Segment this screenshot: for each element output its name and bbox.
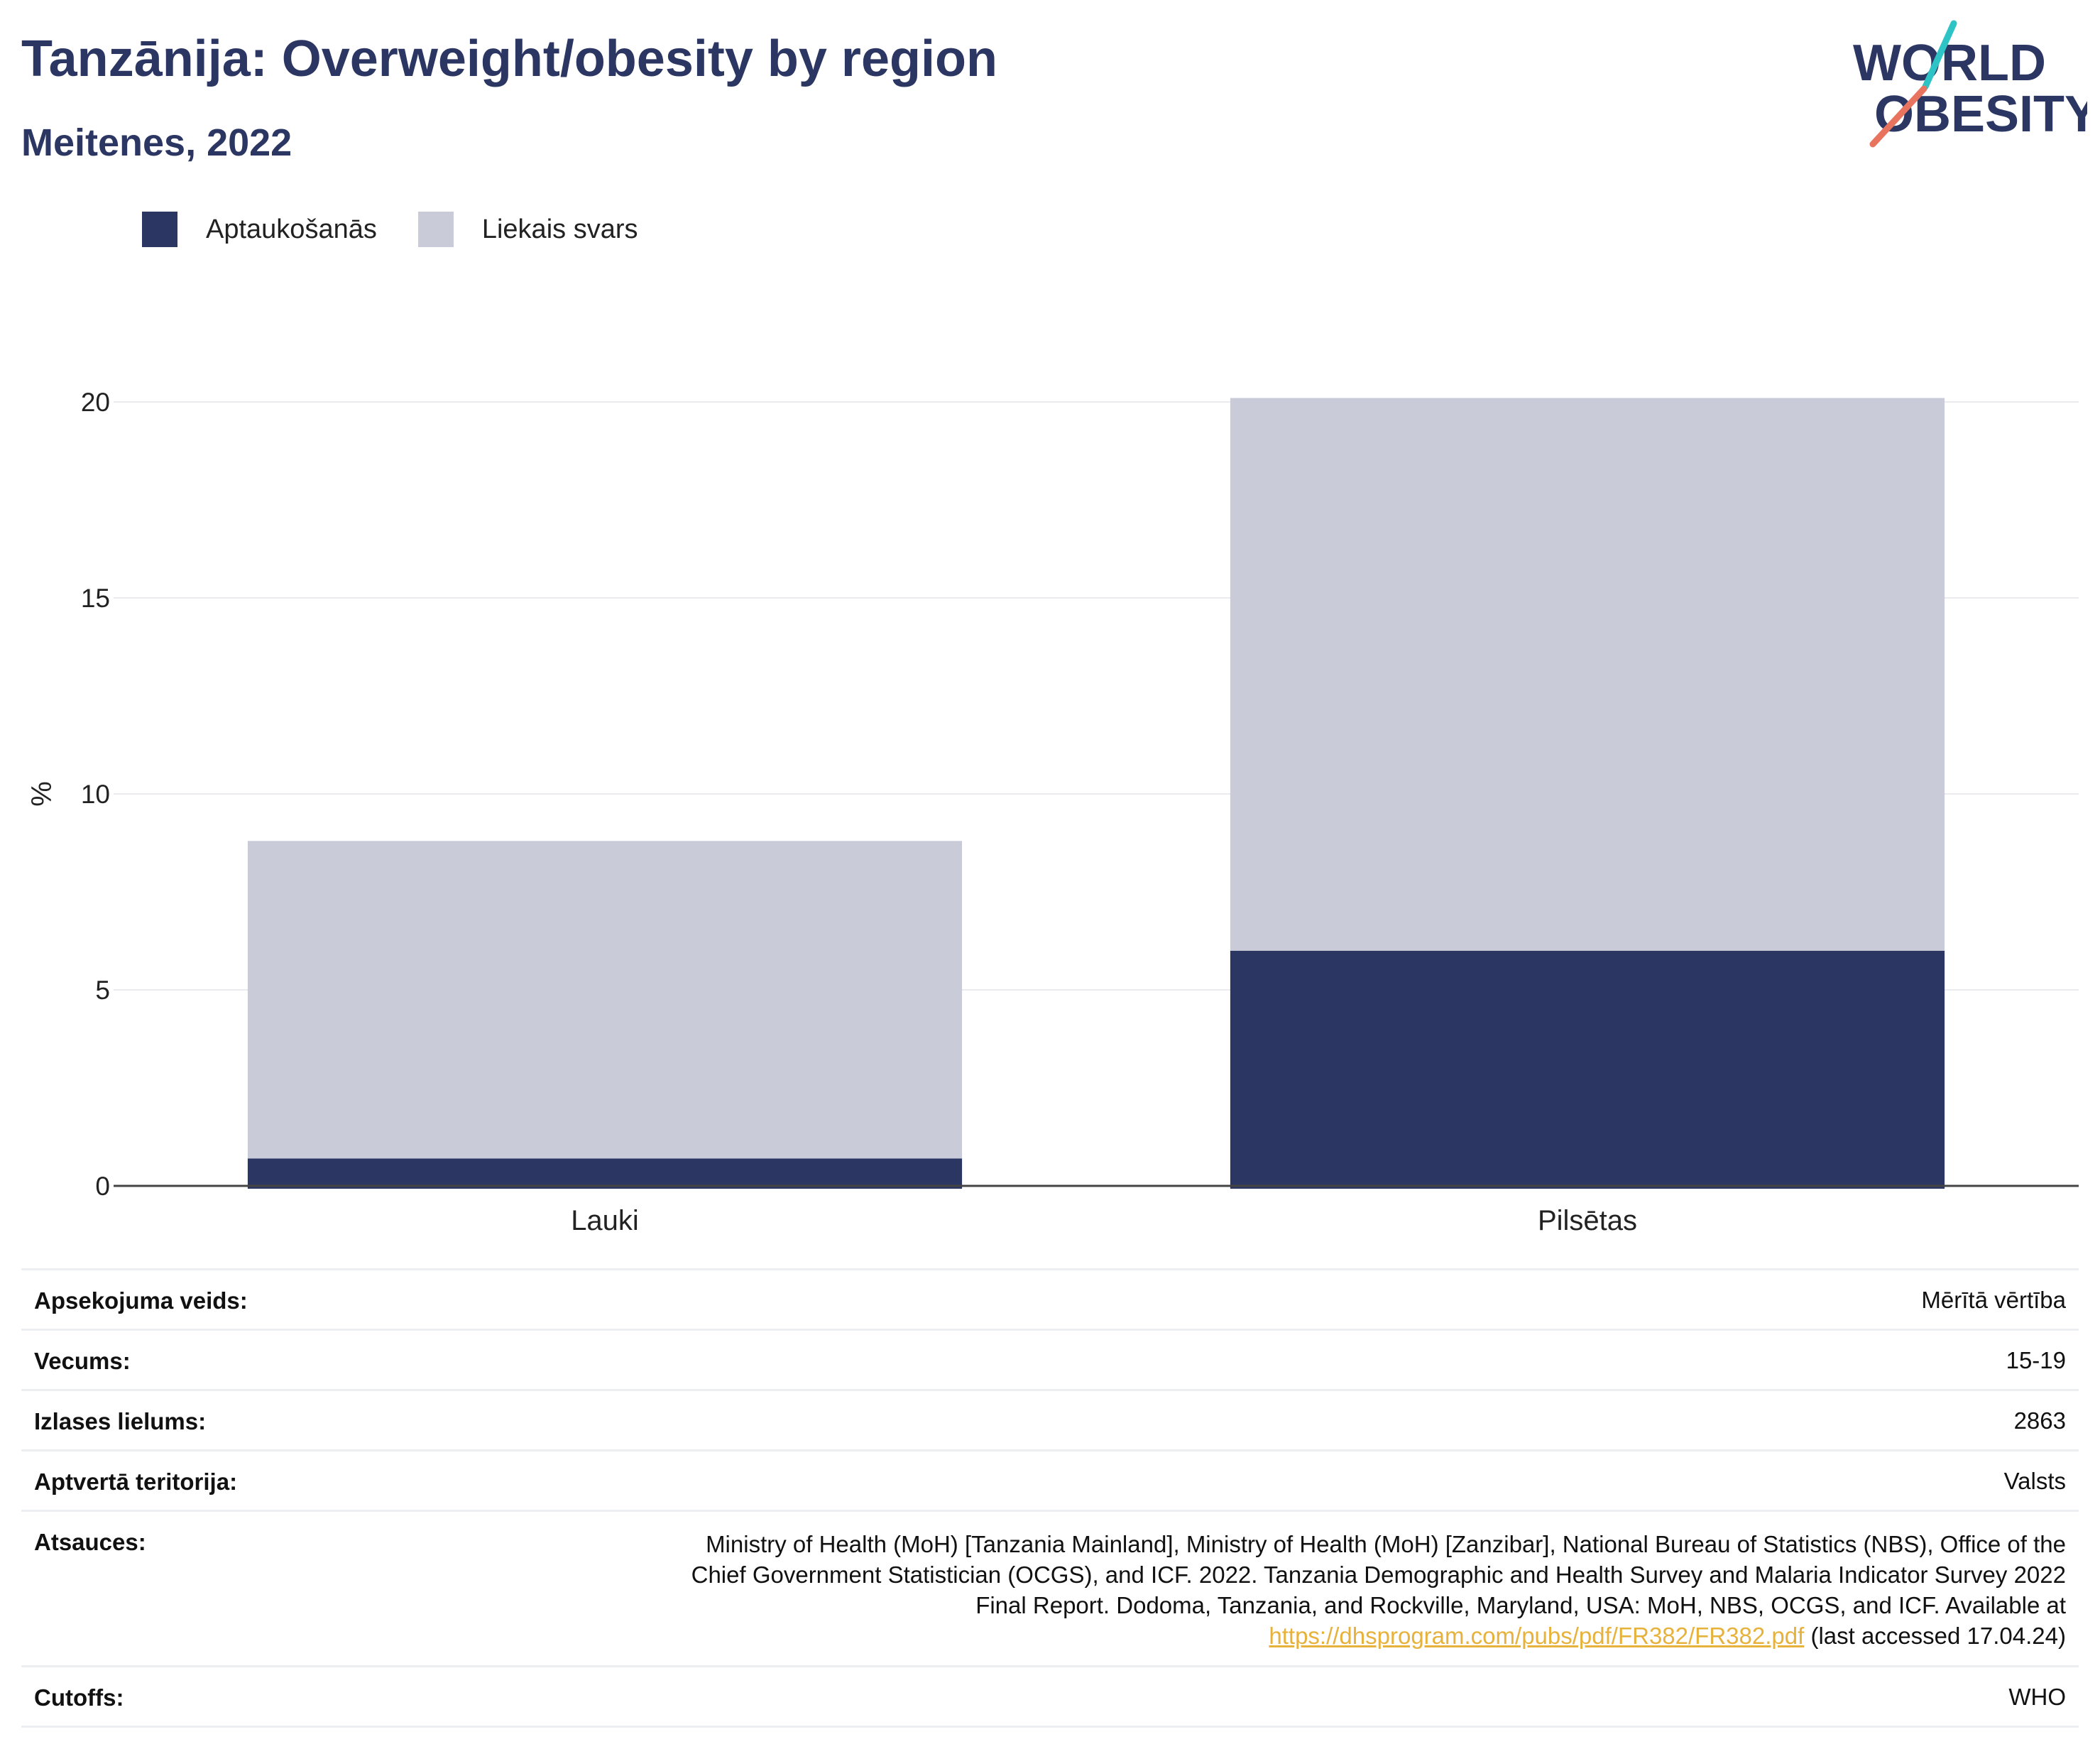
y-tick-label: 15 [81,584,110,613]
chart-title: Tanzānija: Overweight/obesity by region [21,31,997,87]
x-tick-label: Pilsētas [1538,1205,1637,1236]
reference-line: https://dhsprogram.com/pubs/pdf/FR382/FR… [691,1620,2066,1651]
logo-slash-bottom [1869,85,1927,148]
bar-segment-obesity [1230,950,1945,1189]
logo-slash-top [1922,20,1957,90]
info-label: Aptvertā teritorija: [34,1469,238,1495]
y-tick-label: 10 [81,780,110,809]
y-tick-label: 5 [95,976,110,1005]
reference-line: Chief Government Statistician (OCGS), an… [691,1562,2066,1588]
info-label: Vecums: [34,1348,131,1374]
info-value: WHO [2008,1684,2066,1710]
legend-item-overweight: Liekais svars [417,212,638,247]
info-table: Apsekojuma veids: Mērītā vērtība Vecums:… [21,1268,2079,1728]
y-tick-label: 20 [81,388,110,417]
info-row-sample-size: Izlases lielums: 2863 [21,1389,2079,1449]
y-axis-label: % [26,781,58,807]
info-value: 15-19 [2006,1347,2066,1373]
reference-access-date: (last accessed 17.04.24) [1804,1623,2066,1649]
info-label: Apsekojuma veids: [34,1287,248,1314]
info-value: 2863 [2013,1407,2066,1434]
legend-swatch-obesity [142,212,177,247]
chart-subtitle: Meitenes, 2022 [21,121,292,164]
reference-link[interactable]: https://dhsprogram.com/pubs/pdf/FR382/FR… [1269,1623,1805,1649]
reference-line: Final Report. Dodoma, Tanzania, and Rock… [975,1592,2066,1618]
info-row-survey-type: Apsekojuma veids: Mērītā vērtība [21,1268,2079,1329]
legend-item-obesity: Aptaukošanās [142,212,377,247]
info-row-cutoffs: Cutoffs: WHO [21,1665,2079,1728]
bar-segment-overweight [1230,398,1945,951]
y-tick-label: 0 [95,1172,110,1201]
legend: Aptaukošanās Liekais svars [142,209,679,249]
info-label: Cutoffs: [34,1684,124,1711]
legend-label-overweight: Liekais svars [481,214,638,244]
reference-text: Ministry of Health (MoH) [Tanzania Mainl… [691,1529,2066,1651]
info-row-age: Vecums: 15-19 [21,1329,2079,1389]
bar-segment-overweight [247,841,963,1159]
world-obesity-logo: WORLD OBESITY [1853,20,2087,148]
info-label: Izlases lielums: [34,1408,207,1434]
legend-label-obesity: Aptaukošanās [206,214,377,244]
stacked-bar-chart: 0 5 10 15 20% Lauki Pilsētas [26,388,2079,1236]
info-row-area-covered: Aptvertā teritorija: Valsts [21,1449,2079,1510]
info-label: Atsauces: [34,1529,146,1555]
info-value: Valsts [2003,1468,2066,1494]
legend-swatch-overweight [417,212,454,247]
bar-segment-obesity [247,1158,963,1189]
info-value: Mērītā vērtība [1921,1287,2066,1313]
logo-line1: WORLD [1853,35,2046,92]
logo-line2: OBESITY [1874,86,2087,143]
x-tick-label: Lauki [571,1205,639,1236]
reference-line: Ministry of Health (MoH) [Tanzania Mainl… [706,1531,2066,1557]
info-row-references: Atsauces: Ministry of Health (MoH) [Tanz… [21,1510,2079,1665]
